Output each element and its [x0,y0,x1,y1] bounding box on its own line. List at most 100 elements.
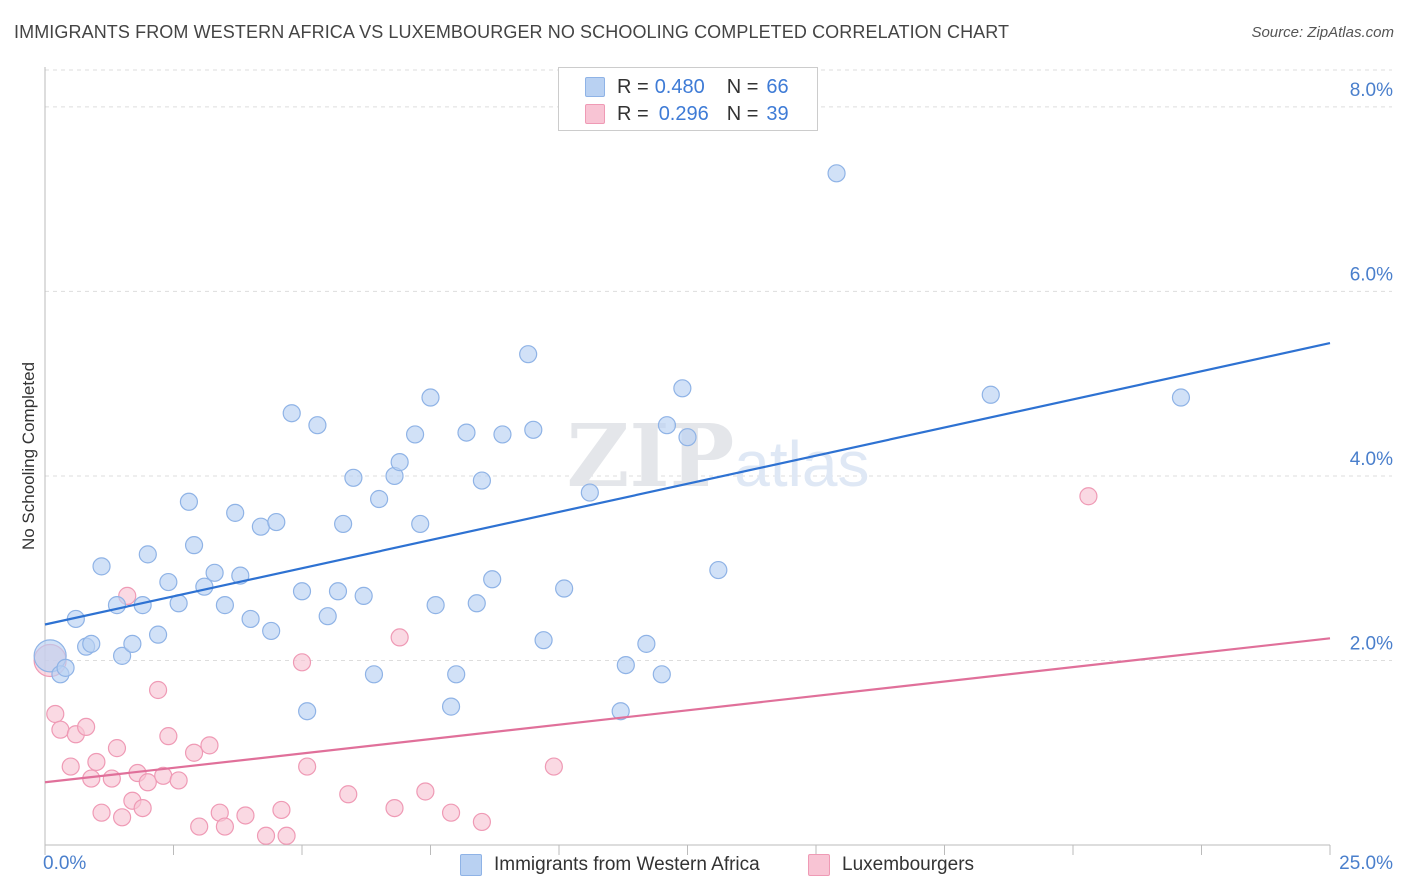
immigrants-point [472,471,491,490]
immigrants-point [82,634,101,653]
immigrants-point [92,557,111,576]
immigrants-point [148,625,168,644]
legend-r-label: R = [617,102,649,125]
legend-n-value: 66 [766,75,789,98]
luxembourgers-point [236,806,255,825]
immigrants-point [282,404,301,423]
immigrants-point [467,594,486,613]
immigrants-point [364,665,384,684]
immigrants-point [524,420,543,439]
luxembourgers-point [169,771,188,790]
immigrants-point [1171,388,1191,407]
immigrants-point [637,634,656,653]
immigrants-point [493,425,512,444]
immigrants-point [123,634,142,653]
immigrants-point [370,489,389,509]
luxembourgers-point [148,680,168,700]
immigrants-point [267,512,286,532]
bottom-legend-label-immigrants: Immigrants from Western Africa [494,854,760,875]
immigrants-point [262,621,281,641]
legend-r-value: 0.296 [658,102,709,125]
immigrants-point [426,596,445,615]
luxembourgers-point [339,785,358,804]
luxembourgers-point [190,817,209,836]
immigrants-point [657,416,677,435]
luxembourgers-point [102,769,121,788]
luxembourgers-point [416,782,435,801]
immigrants-point [534,631,553,650]
immigrants-point [405,425,425,444]
immigrants-point [441,697,461,716]
immigrants-point [411,514,430,534]
immigrants-points [33,164,1191,721]
legend-r-value: 0.480 [654,75,705,98]
luxembourgers-point [277,826,296,845]
legend-swatch-pink [585,104,605,124]
immigrants-point [226,503,245,522]
watermark: ZIPatlas [567,406,870,507]
luxembourgers-point [1079,487,1098,506]
luxembourgers-point [87,752,106,772]
immigrants-point [616,655,635,675]
legend-n-label: N = [726,75,759,98]
legend-n-value: 39 [766,102,789,125]
luxembourgers-point [544,757,563,776]
y-tick-labels: 2.0% 4.0% 6.0% 8.0% [1350,80,1393,655]
luxembourgers-point [441,803,461,822]
legend-n-label: N = [726,102,759,125]
immigrants-point [112,646,132,665]
x-tick-label: 25.0% [1339,853,1393,874]
luxembourgers-point [51,720,70,739]
luxembourgers-point [92,803,111,822]
immigrants-point [251,517,270,536]
y-tick-label: 6.0% [1350,264,1393,285]
watermark-atlas: atlas [734,428,869,500]
luxembourgers-point [138,773,157,792]
legend-swatch-blue [585,77,605,97]
immigrants-point [318,607,337,626]
immigrants-trend-line [44,342,1331,626]
immigrants-point [580,483,599,502]
immigrants-point [457,423,476,442]
luxembourgers-point [61,757,80,776]
immigrants-point [709,560,728,580]
bottom-legend-swatch-pink [808,854,830,876]
immigrants-point [138,545,157,564]
axes [44,67,1331,855]
immigrants-point [519,345,538,364]
luxembourgers-point [390,628,409,647]
immigrants-point [308,416,327,435]
luxembourgers-point [46,704,65,724]
immigrants-point [555,579,574,598]
immigrants-point [447,665,466,684]
immigrants-point [328,582,348,601]
bottom-legend-swatch-blue [460,854,482,876]
immigrants-point [354,586,373,605]
luxembourgers-point [472,812,491,832]
luxembourgers-point [385,798,404,818]
immigrants-point [298,702,317,721]
immigrants-point [611,702,630,721]
luxembourgers-point [272,800,291,820]
luxembourgers-point [77,717,96,737]
legend-row-immigrants: R = 0.480 N = 66 [585,75,789,99]
y-tick-label: 2.0% [1350,633,1393,654]
legend-r-label: R = [617,75,649,98]
legend-row-luxembourgers: R = 0.296 N = 39 [585,102,789,126]
immigrants-point [241,609,260,629]
immigrants-point [652,665,671,684]
luxembourgers-point [133,798,152,818]
y-tick-label: 8.0% [1350,80,1393,101]
immigrants-point [483,570,502,589]
immigrants-point [673,379,692,398]
immigrants-point [421,388,440,407]
luxembourgers-point [200,736,219,755]
immigrants-point [390,453,409,472]
luxembourgers-point [184,743,204,762]
immigrants-point [344,468,363,487]
source-label: Source: ZipAtlas.com [1251,24,1394,41]
trend-lines [44,342,1331,784]
stats-legend: R = 0.480 N = 66 R = 0.296 N = 39 [558,67,818,131]
x-tick-label: 0.0% [43,853,86,874]
